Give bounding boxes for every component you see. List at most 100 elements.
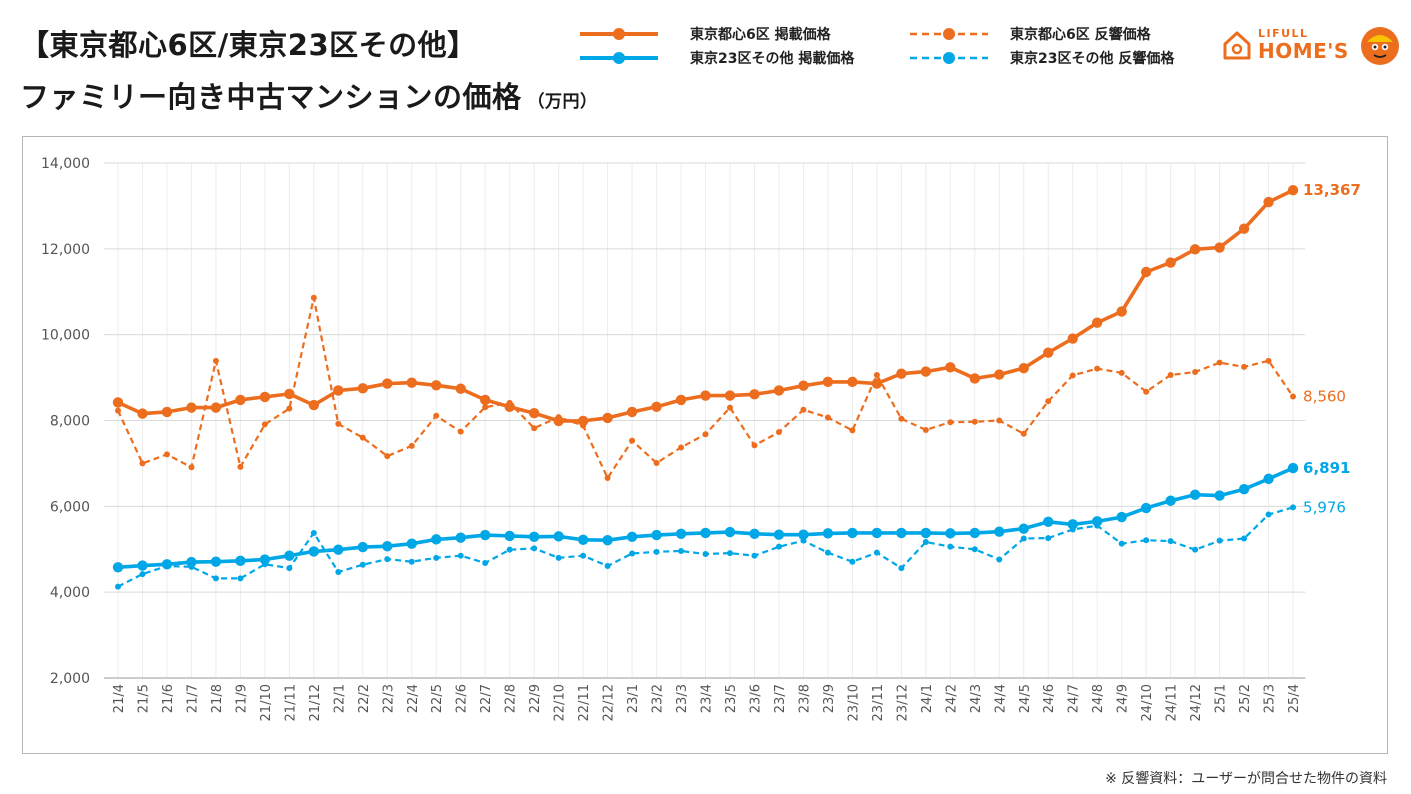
chart-title-line2: ファミリー向き中古マンションの価格 （万円） <box>20 74 598 116</box>
data-point <box>947 543 954 550</box>
x-tick-label: 24/6 <box>1042 684 1057 713</box>
data-point <box>653 459 660 466</box>
data-point <box>945 528 956 539</box>
data-point <box>1214 490 1225 501</box>
legend-label: 東京都心6区 反響価格 <box>1010 27 1151 43</box>
y-tick-label: 6,000 <box>50 499 90 515</box>
data-point <box>431 534 442 545</box>
legend-label: 東京23区その他 掲載価格 <box>690 51 855 67</box>
data-point <box>727 550 733 557</box>
data-point <box>1045 535 1052 542</box>
data-point <box>112 397 124 408</box>
data-point <box>849 558 856 565</box>
data-point <box>284 550 295 561</box>
mascot-icon <box>1361 27 1399 65</box>
x-tick-label: 24/9 <box>1116 684 1131 713</box>
data-point <box>1020 430 1027 437</box>
data-point <box>333 544 344 555</box>
x-tick-label: 23/11 <box>871 684 886 721</box>
data-point <box>702 550 709 557</box>
x-tick-label: 24/3 <box>969 684 984 713</box>
chart-title-line1: 【東京都心6区/東京23区その他】 <box>20 28 477 62</box>
data-point <box>261 421 268 428</box>
data-point <box>286 405 293 412</box>
data-point <box>847 527 858 539</box>
data-point <box>1143 537 1150 544</box>
data-point <box>1287 462 1299 474</box>
data-point <box>457 552 464 559</box>
y-tick-label: 14,000 <box>41 156 90 172</box>
data-point <box>335 420 342 427</box>
data-point <box>1189 489 1201 500</box>
data-point <box>112 562 124 573</box>
data-point <box>945 362 956 373</box>
data-point <box>922 426 929 433</box>
x-tick-label: 25/4 <box>1287 684 1302 713</box>
data-point <box>871 527 883 539</box>
data-point <box>482 404 489 411</box>
x-tick-label: 21/4 <box>112 684 127 713</box>
unit-label: （万円） <box>527 92 598 112</box>
data-point <box>1192 369 1199 376</box>
x-tick-label: 24/4 <box>993 684 1008 713</box>
data-point <box>651 529 662 541</box>
x-tick-label: 25/3 <box>1263 684 1278 713</box>
data-point <box>994 526 1005 537</box>
data-point <box>357 383 368 394</box>
data-point <box>1116 306 1127 317</box>
x-tick-label: 23/2 <box>651 684 666 713</box>
data-point <box>531 425 538 432</box>
data-point <box>822 528 834 539</box>
data-point <box>310 294 317 301</box>
data-point <box>431 380 442 391</box>
data-point <box>1189 244 1201 255</box>
data-point <box>604 562 611 569</box>
data-point <box>161 406 173 418</box>
data-point <box>555 554 562 561</box>
legend-dashed-orange-icon <box>910 28 988 40</box>
data-point <box>480 529 491 541</box>
logo-text-main: HOME'S <box>1258 39 1349 63</box>
legend-item-other23-inquiry: 東京23区その他 反響価格 <box>908 48 1174 68</box>
data-point <box>528 531 540 543</box>
data-point <box>384 453 391 460</box>
data-point <box>1092 317 1103 328</box>
data-point <box>577 415 589 427</box>
data-point <box>1290 393 1297 400</box>
data-point <box>849 427 856 434</box>
x-tick-label: 24/11 <box>1165 684 1180 721</box>
x-tick-label: 24/12 <box>1189 684 1204 721</box>
data-point <box>873 372 880 379</box>
data-point <box>308 399 320 411</box>
data-point <box>115 583 121 590</box>
y-tick-label: 8,000 <box>50 414 90 430</box>
data-point <box>971 546 978 553</box>
data-point <box>482 559 489 566</box>
x-tick-label: 24/2 <box>944 684 959 713</box>
x-tick-label: 22/12 <box>602 684 617 721</box>
data-point <box>871 378 883 389</box>
data-point <box>969 373 980 384</box>
data-point <box>1043 347 1054 358</box>
data-point <box>1043 516 1054 527</box>
data-point <box>898 565 905 572</box>
data-point <box>651 401 662 412</box>
data-point <box>702 431 709 438</box>
data-point <box>286 565 293 572</box>
data-point <box>1192 546 1199 553</box>
data-point <box>1094 365 1101 372</box>
x-tick-label: 25/1 <box>1214 684 1229 713</box>
data-point <box>727 404 733 411</box>
legend-item-other23-listing: 東京23区その他 掲載価格 <box>578 48 854 68</box>
data-point <box>798 380 809 391</box>
data-point <box>798 529 809 540</box>
data-point <box>1265 357 1272 364</box>
data-point <box>1287 184 1299 196</box>
x-tick-label: 23/5 <box>724 684 739 713</box>
x-tick-label: 24/1 <box>920 684 935 713</box>
data-point <box>969 527 980 539</box>
data-point <box>996 556 1003 563</box>
data-point <box>775 543 782 550</box>
data-point <box>824 414 831 421</box>
data-point <box>139 571 146 578</box>
